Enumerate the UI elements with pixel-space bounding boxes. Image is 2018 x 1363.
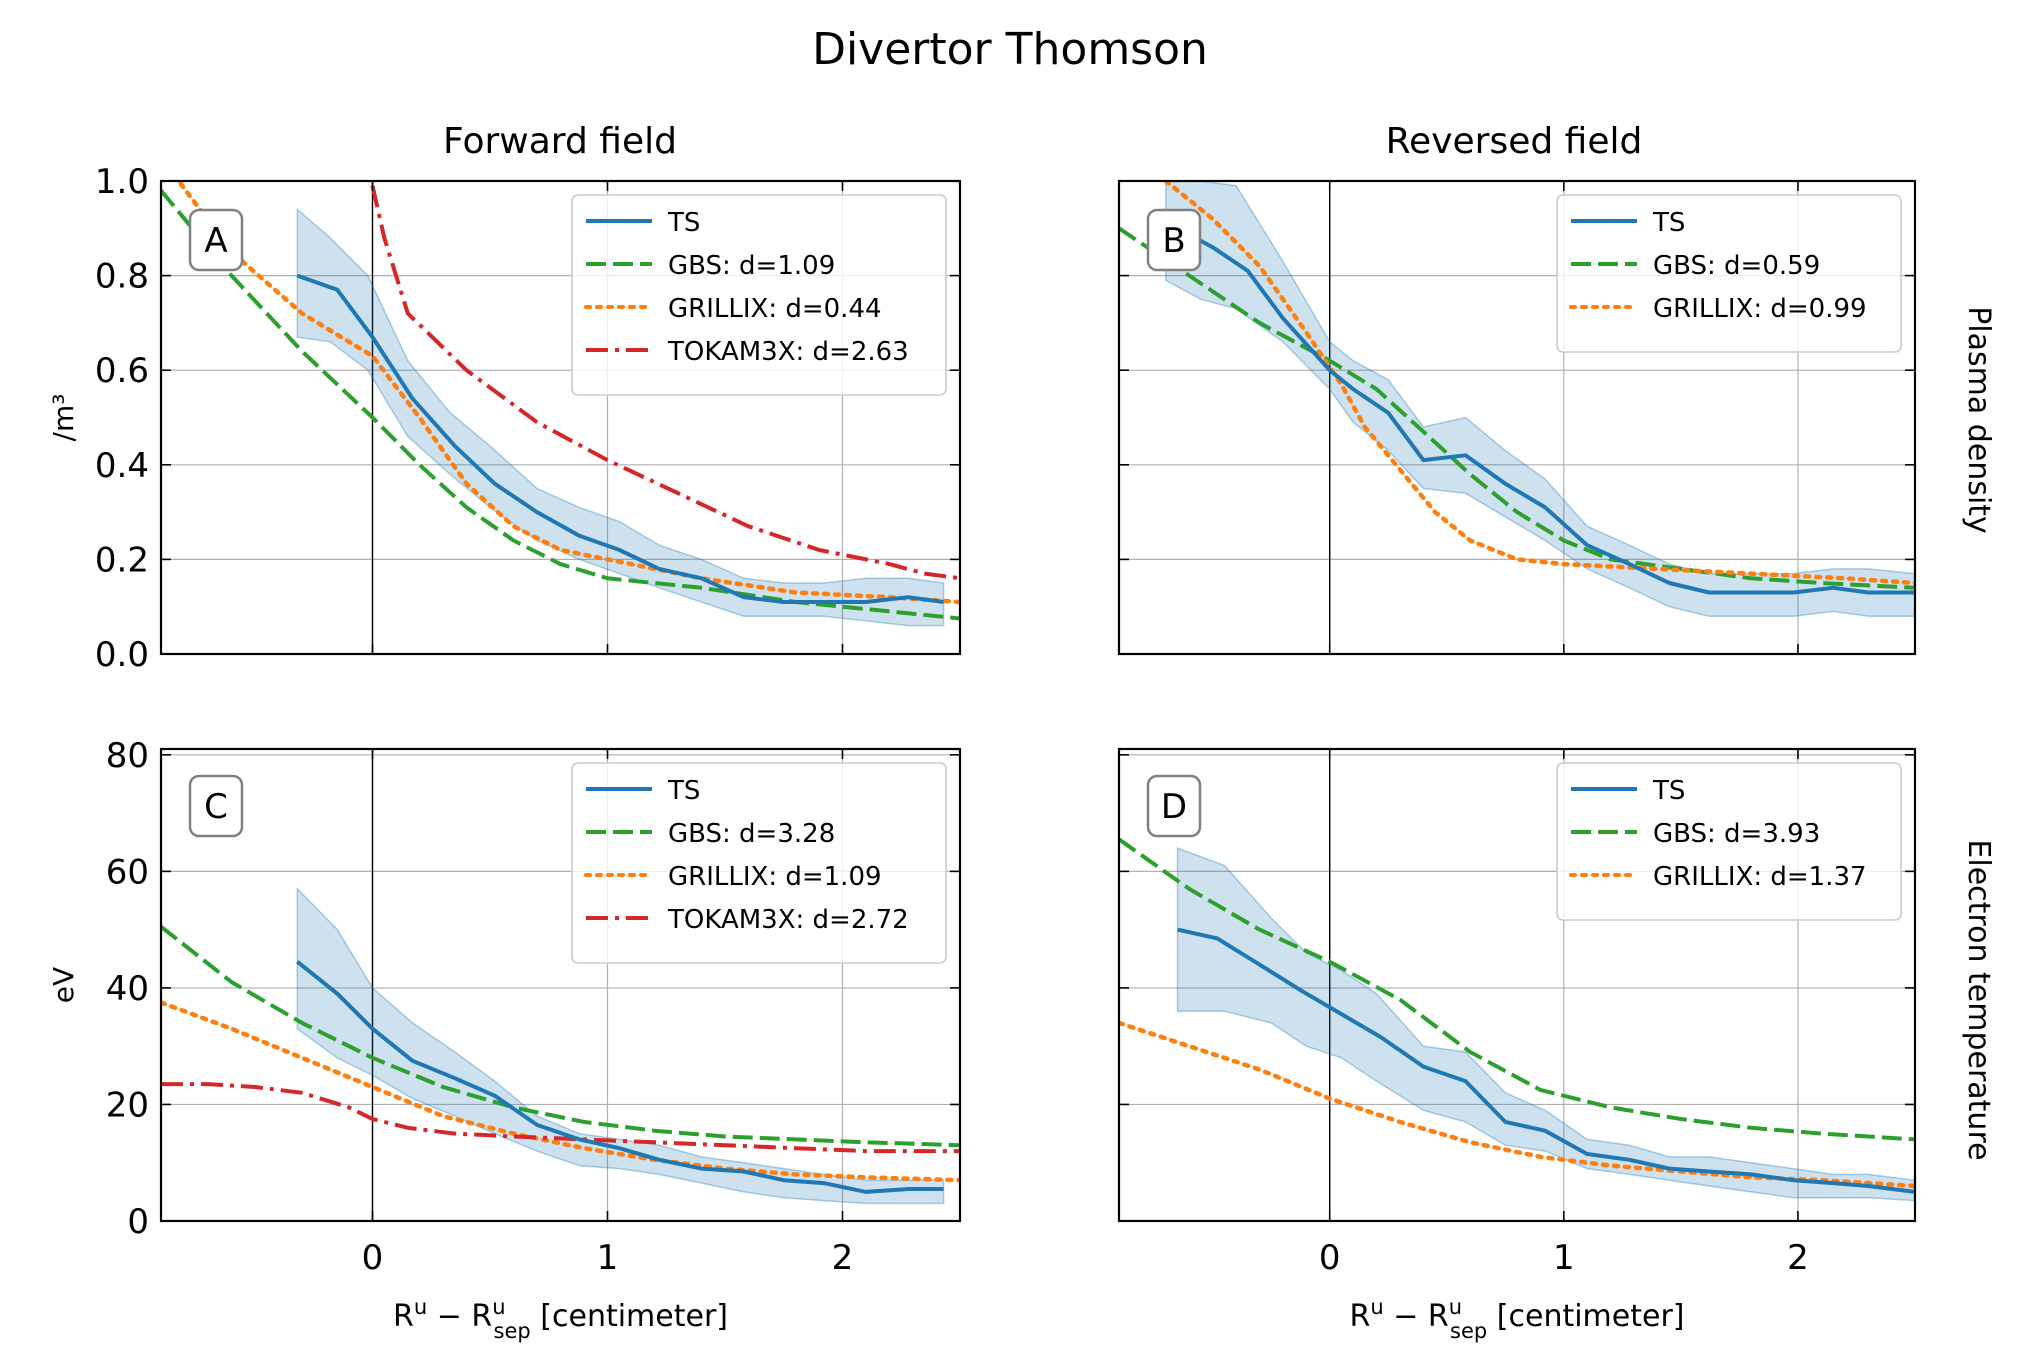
legend-label-tokam3x: TOKAM3X: d=2.72 [667, 905, 909, 935]
panel-tag-label: B [1162, 221, 1185, 261]
ts-uncertainty-band [296, 207, 945, 627]
column-title-forward: Forward field [443, 121, 677, 162]
legend-label-gbs: GBS: d=1.09 [668, 251, 835, 281]
axes-frame [159, 747, 962, 1223]
y-tick-label: 40 [106, 969, 149, 1009]
y-tick-label: 60 [106, 852, 149, 892]
legend-box [571, 194, 947, 396]
axes-frame [1117, 747, 1917, 1223]
panel-b: B TS GBS: d=0.59 GRILLIX: d=0.99 [1117, 179, 1917, 656]
series-ts [296, 273, 944, 604]
series-tokam3x [161, 1082, 960, 1154]
y-tick-label: 0.4 [95, 446, 149, 486]
legend-label-tokam3x: TOKAM3X: d=2.63 [667, 337, 909, 367]
panel-a: 0.0 0.2 0.4 0.6 0.8 1.0/m³ A TS GBS: d=1.09 GRILL… [47, 162, 962, 675]
panel-tag-box [1146, 208, 1202, 272]
x-tick-label: 1 [597, 1238, 619, 1278]
series-gbs [1119, 837, 1915, 1142]
row-title-temperature: Electron temperature [1961, 839, 1996, 1160]
legend-label-grillix: GRILLIX: d=1.09 [668, 862, 882, 892]
x-tick-label: 2 [1787, 1238, 1809, 1278]
legend-label-ts: TS [1652, 776, 1685, 806]
plot-area [161, 887, 960, 1205]
series-grillix [175, 181, 960, 605]
panel-tag-box [188, 774, 244, 838]
y-tick-label: 0 [127, 1202, 149, 1242]
legend-label-gbs: GBS: d=3.93 [1653, 819, 1820, 849]
y-tick-label: 1.0 [95, 162, 149, 202]
x-axis-label: Ru − Ru sep [centimeter] [1350, 1295, 1685, 1343]
legend: TS GBS: d=3.93 GRILLIX: d=1.37 [1556, 762, 1902, 921]
legend-box [1556, 194, 1902, 353]
y-tick-label: 0.0 [95, 635, 149, 675]
series-ts [296, 960, 944, 1194]
legend-label-ts: TS [667, 208, 700, 238]
legend-label-gbs: GBS: d=3.28 [668, 819, 835, 849]
series-ts [1176, 226, 1915, 595]
axes-frame [1117, 179, 1917, 656]
panel-tag-label: D [1161, 787, 1187, 827]
x-tick-label: 2 [832, 1238, 854, 1278]
legend-label-gbs: GBS: d=0.59 [1653, 251, 1820, 281]
legend: TS GBS: d=0.59 GRILLIX: d=0.99 [1556, 194, 1902, 353]
column-title-reversed: Reversed field [1386, 121, 1643, 162]
panel-tag-box [188, 208, 244, 272]
panel-tag-label: C [204, 787, 228, 827]
legend: TS GBS: d=3.28 GRILLIX: d=1.09 TOKAM3X: d=2… [571, 762, 947, 964]
y-axis-label: eV [47, 967, 80, 1003]
x-tick-label: 1 [1553, 1238, 1575, 1278]
legend-label-grillix: GRILLIX: d=1.37 [1653, 862, 1867, 892]
panel-c: 0 20 40 60 80 0 1 2 eV Ru − Ru sep [centimeter] C TS… [47, 736, 962, 1343]
panel-tag-box [1146, 774, 1202, 838]
legend-label-grillix: GRILLIX: d=0.99 [1653, 294, 1867, 324]
plot-area [161, 181, 960, 627]
axes-frame [159, 179, 962, 656]
legend-box [571, 762, 947, 964]
legend-box [1556, 762, 1902, 921]
legend: TS GBS: d=1.09 GRILLIX: d=0.44 TOKAM3X: d=2… [571, 194, 947, 396]
panel-tag-label: A [204, 221, 227, 261]
x-tick-label: 0 [362, 1238, 384, 1278]
row-title-density: Plasma density [1961, 306, 1996, 534]
series-tokam3x [370, 185, 960, 581]
y-tick-label: 0.2 [95, 540, 149, 580]
x-axis-label: Ru − Ru sep [centimeter] [393, 1295, 728, 1343]
y-tick-label: 0.6 [95, 351, 149, 391]
panel-d: 0 1 2 Ru − Ru sep [centimeter] D TS GBS: d=3.93… [1117, 747, 1917, 1343]
y-axis-label: /m³ [47, 394, 80, 442]
series-gbs [161, 925, 960, 1148]
legend-label-ts: TS [667, 776, 700, 806]
series-ts [1177, 927, 1915, 1194]
plot-area [1119, 181, 1915, 617]
series-grillix [1119, 1020, 1915, 1189]
series-grillix [1163, 181, 1915, 586]
legend-label-grillix: GRILLIX: d=0.44 [668, 294, 882, 324]
series-gbs [1119, 226, 1915, 590]
x-tick-label: 0 [1319, 1238, 1341, 1278]
series-grillix [161, 1000, 960, 1183]
figure-title: Divertor Thomson [812, 24, 1208, 75]
y-tick-label: 20 [106, 1085, 149, 1125]
y-tick-label: 0.8 [95, 257, 149, 297]
legend-label-ts: TS [1652, 208, 1685, 238]
ts-uncertainty-band [1165, 181, 1915, 617]
plot-area [1119, 837, 1915, 1202]
y-tick-label: 80 [106, 736, 149, 776]
